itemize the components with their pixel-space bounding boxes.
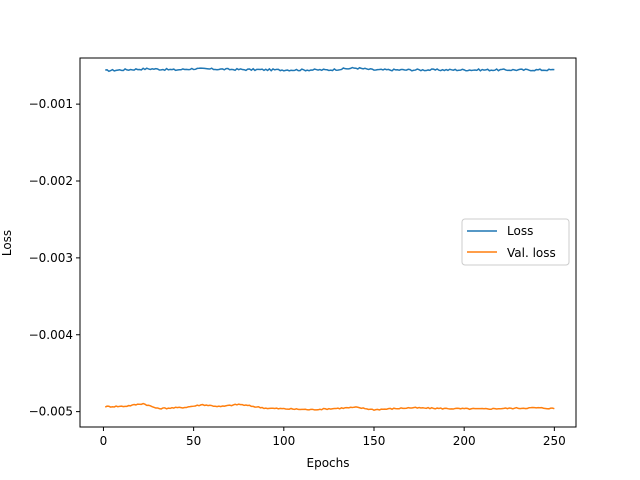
series-line-val-loss xyxy=(104,402,555,412)
axes-frame xyxy=(79,57,577,428)
plot-lines xyxy=(104,66,555,412)
legend: Loss Val. loss xyxy=(461,218,570,266)
x-axis-ticks: 0 50 100 150 200 250 xyxy=(100,427,566,448)
x-tick-label: 100 xyxy=(272,434,295,448)
y-tick-label: −0.005 xyxy=(29,405,73,419)
x-tick-label: 250 xyxy=(543,434,566,448)
y-axis-ticks: −0.001 −0.002 −0.003 −0.004 −0.005 xyxy=(29,97,80,419)
y-tick-label: −0.001 xyxy=(29,97,73,111)
x-tick-label: 0 xyxy=(100,434,108,448)
y-axis-label: Loss xyxy=(0,230,14,256)
x-axis-label: Epochs xyxy=(307,456,350,470)
x-tick-label: 150 xyxy=(363,434,386,448)
series-line-loss xyxy=(105,66,555,73)
legend-label-loss: Loss xyxy=(507,224,533,238)
x-tick-label: 50 xyxy=(186,434,201,448)
x-tick-label: 200 xyxy=(453,434,476,448)
y-tick-label: −0.002 xyxy=(29,174,73,188)
y-tick-label: −0.004 xyxy=(29,328,73,342)
y-tick-label: −0.003 xyxy=(29,251,73,265)
legend-label-val-loss: Val. loss xyxy=(507,246,556,260)
